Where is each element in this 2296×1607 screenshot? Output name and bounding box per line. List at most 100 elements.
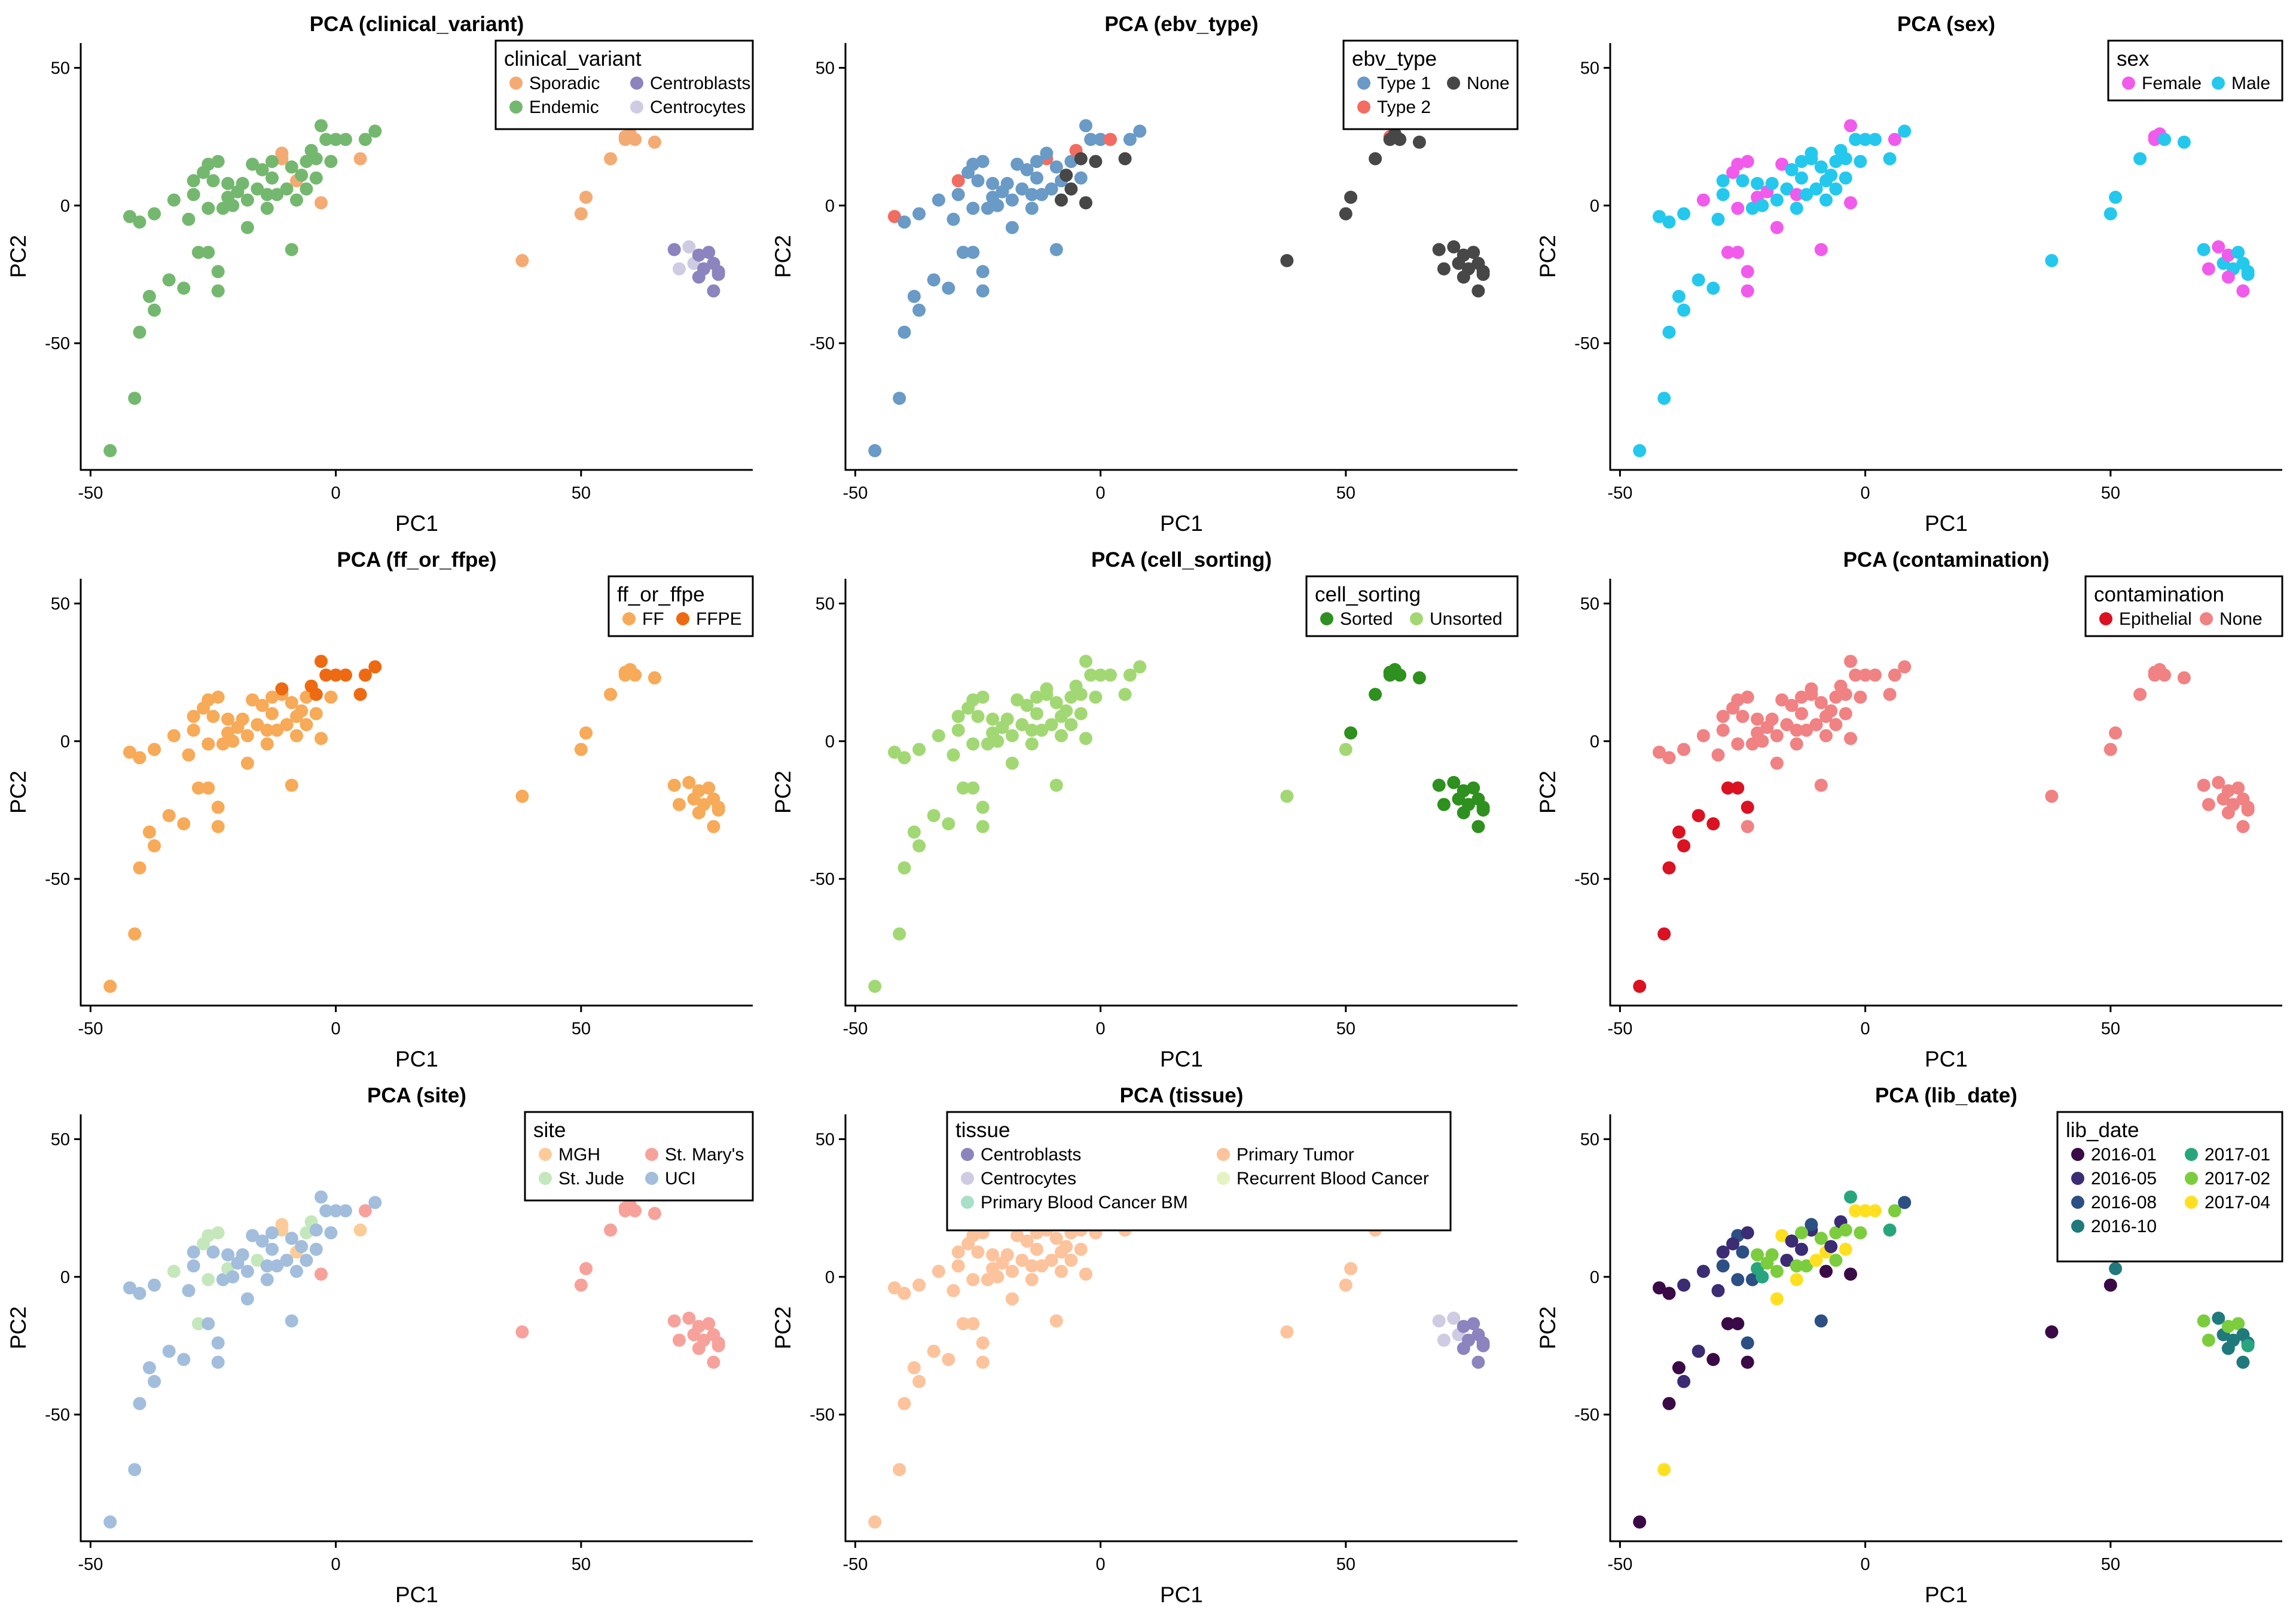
data-point xyxy=(1025,188,1039,201)
x-tick-label: 50 xyxy=(572,1019,591,1038)
legend-box xyxy=(1342,39,1519,130)
legend-title: cell_sorting xyxy=(1315,583,1421,606)
data-point xyxy=(1726,701,1740,715)
data-point xyxy=(295,704,309,718)
data-point xyxy=(1824,1240,1838,1254)
data-point xyxy=(162,273,176,287)
data-point xyxy=(265,1226,279,1240)
data-point xyxy=(1677,1278,1691,1292)
data-point xyxy=(251,182,264,196)
data-point xyxy=(868,1515,882,1529)
data-point xyxy=(1741,820,1754,833)
data-point xyxy=(628,1204,642,1218)
data-point xyxy=(707,820,720,833)
data-points xyxy=(1633,1190,2255,1529)
data-point xyxy=(1824,169,1838,182)
y-axis-title: PC2 xyxy=(771,771,795,814)
data-point xyxy=(319,668,333,682)
data-point xyxy=(123,746,136,759)
data-point xyxy=(1672,825,1686,839)
legend-swatch xyxy=(2212,77,2225,90)
data-point xyxy=(1005,756,1019,770)
data-point xyxy=(1716,710,1730,723)
data-point xyxy=(103,1515,117,1529)
data-point xyxy=(133,751,146,765)
data-point xyxy=(211,801,225,814)
data-point xyxy=(309,152,323,166)
data-point xyxy=(897,1397,911,1410)
data-point xyxy=(1633,979,1647,993)
data-point xyxy=(1731,781,1745,795)
data-point xyxy=(309,171,323,185)
data-point xyxy=(951,1259,965,1273)
data-point xyxy=(604,1223,618,1237)
data-point xyxy=(133,215,146,229)
data-point xyxy=(1814,160,1828,174)
data-point xyxy=(986,1248,1000,1261)
data-point xyxy=(712,1339,725,1352)
data-point xyxy=(986,176,1000,190)
data-point xyxy=(932,1264,945,1278)
data-point xyxy=(1412,671,1426,685)
data-point xyxy=(1814,1232,1828,1245)
data-point xyxy=(1064,182,1078,196)
data-point xyxy=(971,710,985,723)
x-tick-label: -50 xyxy=(1607,484,1632,503)
data-point xyxy=(1432,243,1446,256)
legend-swatch xyxy=(622,612,636,625)
data-point xyxy=(128,392,142,405)
legend-label: 2017-04 xyxy=(2205,1193,2270,1212)
data-point xyxy=(961,166,975,179)
data-point xyxy=(255,163,269,176)
data-point xyxy=(315,196,328,210)
data-point xyxy=(133,1287,146,1300)
data-point xyxy=(1476,1339,1490,1352)
y-tick-label: 0 xyxy=(825,1268,835,1287)
data-point xyxy=(1045,718,1058,732)
data-point xyxy=(1824,704,1838,718)
data-point xyxy=(221,1248,235,1261)
data-point xyxy=(358,668,372,682)
legend-label: Sporadic xyxy=(529,74,600,93)
data-point xyxy=(1692,1345,1705,1358)
data-point xyxy=(1731,1317,1745,1331)
y-tick-label: -50 xyxy=(810,870,835,889)
legend: clinical_variant Sporadic Endemic Centrobla… xyxy=(494,39,754,130)
data-point xyxy=(246,1229,259,1242)
data-point xyxy=(1696,1264,1710,1278)
data-point xyxy=(1795,171,1808,185)
data-point xyxy=(211,284,225,298)
data-point xyxy=(912,1374,926,1388)
data-point xyxy=(2197,1314,2210,1328)
data-point xyxy=(604,688,618,701)
legend: contamination Epithelial None xyxy=(2084,575,2283,637)
data-point xyxy=(1280,253,1294,267)
data-point xyxy=(1858,133,1872,146)
data-point xyxy=(1662,215,1676,229)
data-point xyxy=(2045,253,2059,267)
data-point xyxy=(2221,270,2235,284)
data-point xyxy=(1437,1333,1451,1347)
data-point xyxy=(167,193,181,207)
data-point xyxy=(1030,155,1043,169)
data-point xyxy=(1692,273,1705,287)
legend-box xyxy=(494,39,754,130)
data-point xyxy=(1770,729,1784,743)
data-point xyxy=(2133,688,2147,701)
x-tick-label: -50 xyxy=(1607,1555,1632,1574)
data-point xyxy=(1049,1314,1063,1328)
legend-title: site xyxy=(533,1119,566,1142)
data-point xyxy=(702,781,716,795)
data-point xyxy=(187,1259,200,1273)
data-point xyxy=(648,671,661,685)
data-point xyxy=(142,825,156,839)
data-point xyxy=(628,133,642,146)
data-point xyxy=(1040,146,1054,160)
data-point xyxy=(1795,155,1808,169)
data-point xyxy=(2103,743,2117,756)
data-point xyxy=(1711,212,1725,226)
data-point xyxy=(2045,789,2059,803)
legend-title: clinical_variant xyxy=(504,47,642,71)
data-point xyxy=(702,1317,716,1331)
data-point xyxy=(1030,707,1043,720)
